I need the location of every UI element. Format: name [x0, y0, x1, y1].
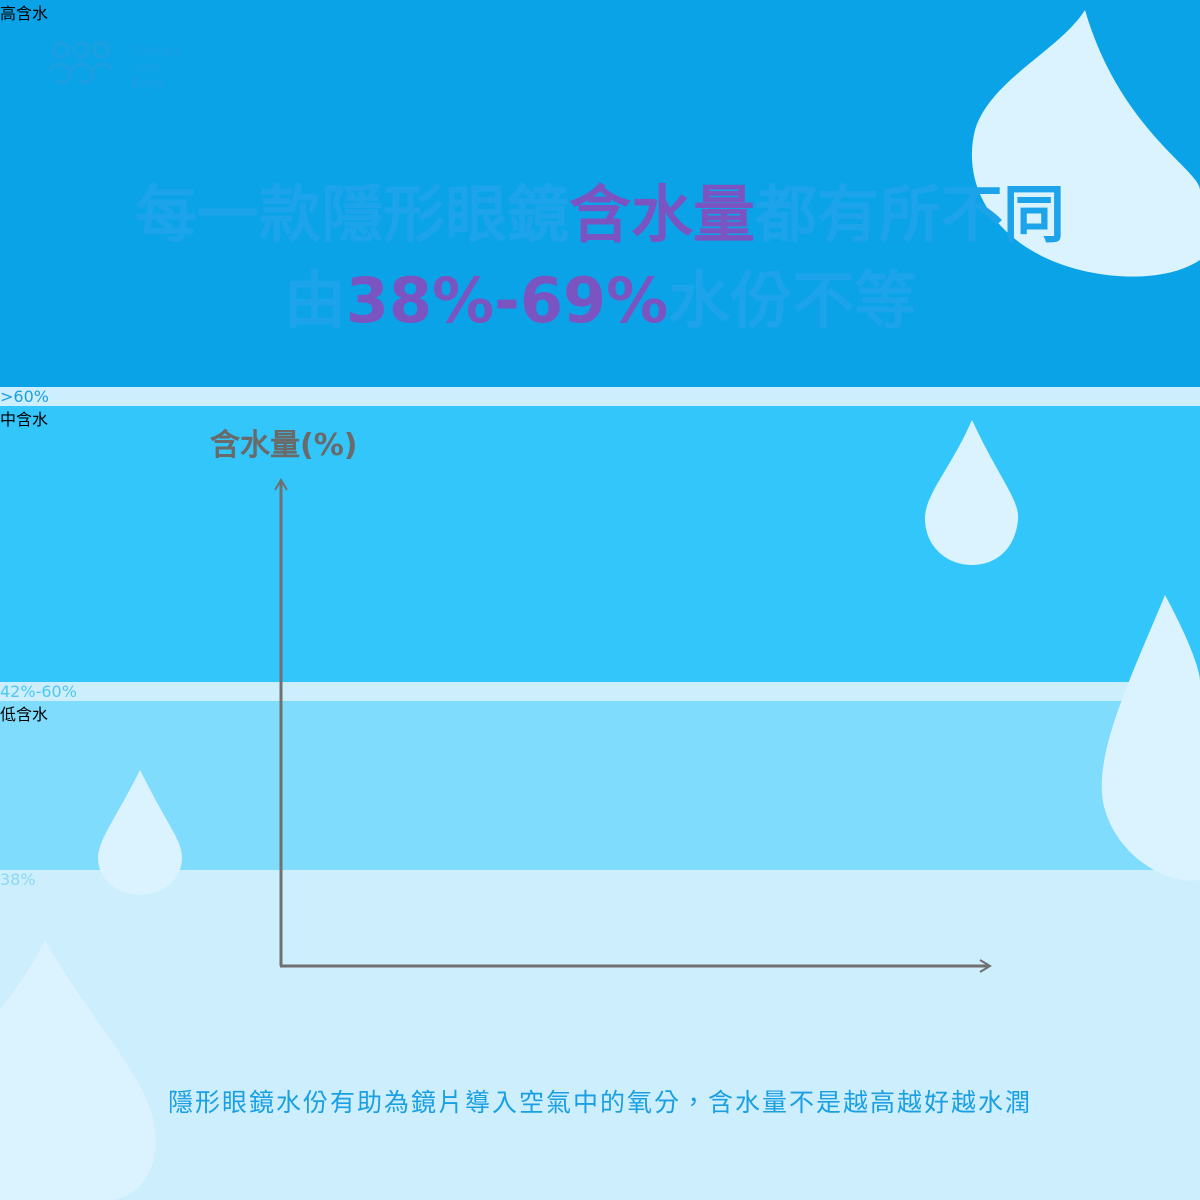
- title-line: 由38%-69%水份不等: [0, 258, 1200, 344]
- title-segment: 每一款隱形眼鏡: [134, 178, 569, 251]
- title-segment: 都有所不同: [755, 178, 1066, 251]
- raindrop: [971, 10, 1200, 277]
- raindrop: [98, 770, 182, 895]
- vlabel: 42%-60%: [0, 682, 77, 701]
- vlabel: >60%: [0, 387, 49, 406]
- title-segment: 由: [283, 264, 346, 337]
- axis-label: 含水量(%): [210, 428, 358, 463]
- title: 每一款隱形眼鏡含水量都有所不同 由38%-69%水份不等: [0, 172, 1200, 344]
- title-line: 每一款隱形眼鏡含水量都有所不同: [0, 172, 1200, 258]
- bar-name: 低含水: [0, 705, 49, 724]
- vlabel: 38%: [0, 870, 36, 889]
- logo-line: Lens: [131, 58, 162, 74]
- x-axis-arrow: [979, 959, 992, 973]
- raindrop: [924, 420, 1019, 565]
- bars: 高含水 >60% 中含水 42%-60% 低含水 38%: [0, 0, 1200, 889]
- bar-name: 中含水: [0, 410, 49, 429]
- logo-icon: [48, 41, 114, 85]
- raindrop: [1101, 595, 1200, 881]
- logo-line: Contact: [131, 42, 180, 58]
- raindrop: [0, 940, 156, 1200]
- y-axis-arrow: [274, 478, 288, 491]
- bar: 低含水: [0, 701, 1200, 870]
- title-segment: 38%-69%: [345, 264, 669, 337]
- logo-text: Contact Lens Easy: [131, 42, 179, 90]
- logo-line: Easy: [131, 74, 164, 90]
- title-segment: 水份不等: [668, 264, 917, 337]
- footer: 隱形眼鏡水份有助為鏡片導入空氣中的氧分，含水量不是越高越好越水潤: [167, 1088, 1032, 1117]
- bar-name: 高含水: [0, 4, 49, 23]
- title-segment: 含水量: [568, 178, 755, 251]
